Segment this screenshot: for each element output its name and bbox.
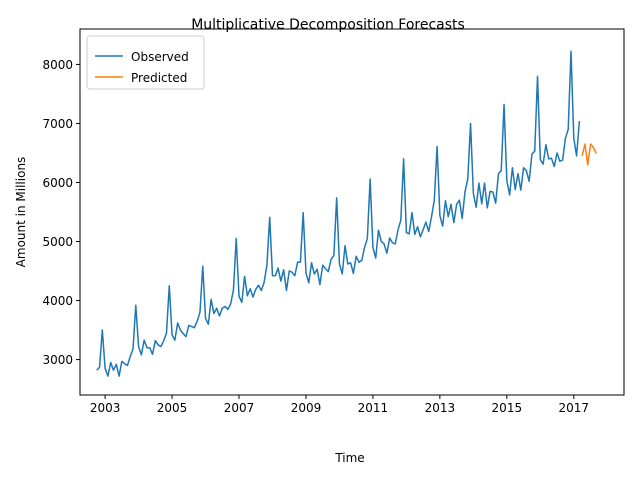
x-axis-label: Time: [334, 451, 364, 465]
y-tick-label: 7000: [42, 117, 73, 131]
legend-label-observed: Observed: [131, 50, 189, 64]
x-tick-label: 2013: [425, 401, 456, 415]
x-tick-label: 2005: [157, 401, 188, 415]
x-axis-ticks: 2003 2005 2007 2009 2011 2013 2015 2017: [90, 395, 589, 415]
y-axis-ticks: 3000 4000 5000 6000 7000 8000: [42, 58, 80, 367]
series-line-observed: [96, 50, 581, 377]
legend-label-predicted: Predicted: [131, 71, 187, 85]
x-tick-label: 2007: [224, 401, 255, 415]
x-tick-label: 2011: [358, 401, 389, 415]
x-tick-label: 2015: [492, 401, 523, 415]
legend-box: [86, 35, 205, 90]
y-axis-label: Amount in Millions: [14, 157, 28, 268]
plot-lines: [96, 50, 597, 377]
y-tick-label: 3000: [42, 353, 73, 367]
y-tick-label: 6000: [42, 176, 73, 190]
y-tick-label: 4000: [42, 294, 73, 308]
y-tick-label: 5000: [42, 235, 73, 249]
legend: Observed Predicted: [86, 35, 205, 90]
x-tick-label: 2017: [559, 401, 590, 415]
y-tick-label: 8000: [42, 58, 73, 72]
x-tick-label: 2003: [90, 401, 121, 415]
series-line-predicted: [581, 143, 597, 166]
plot-frame: [79, 28, 625, 396]
chart-title: Multiplicative Decomposition Forecasts: [191, 17, 465, 33]
x-tick-label: 2009: [291, 401, 322, 415]
